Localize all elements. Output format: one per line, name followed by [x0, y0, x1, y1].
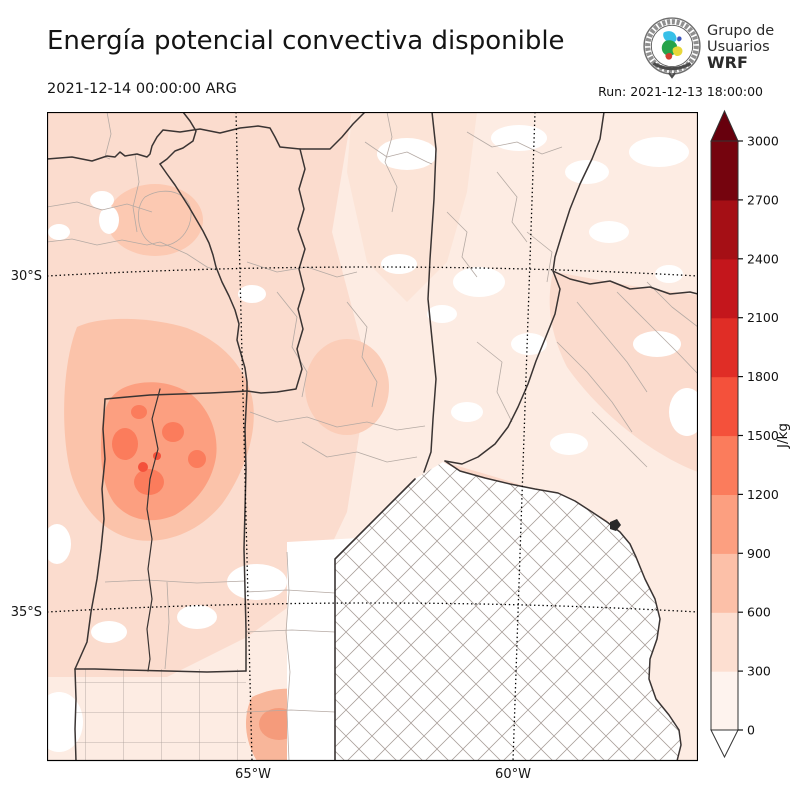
cape-map-svg — [46, 111, 699, 762]
graticule-gridlines — [47, 112, 698, 761]
buenos-aires-region — [335, 462, 681, 761]
province-borders — [47, 112, 698, 761]
map-panel — [46, 111, 699, 762]
colorbar-tick-label: 900 — [747, 546, 771, 561]
colorbar-over-arrow — [710, 109, 739, 142]
y-axis-tick-30s: 30°S — [10, 269, 42, 284]
logo-emblem-icon — [643, 17, 701, 79]
colorbar-bin — [711, 671, 738, 731]
colorbar-bin — [711, 612, 738, 672]
colorbar-tick-label: 2700 — [747, 192, 779, 207]
x-axis-tick-65w: 65°W — [235, 767, 271, 782]
logo: Grupo de Usuarios WRF — [641, 12, 800, 82]
colorbar-tick-label: 2400 — [747, 251, 779, 266]
x-axis-tick-60w: 60°W — [495, 767, 531, 782]
colorbar-bin — [711, 141, 738, 201]
colorbar-bin — [711, 494, 738, 554]
logo-line-2: Usuarios — [707, 39, 770, 55]
valid-time-label: 2021-12-14 00:00:00 ARG — [47, 81, 237, 97]
colorbar-bin — [711, 317, 738, 378]
page-title: Energía potencial convectiva disponible — [47, 26, 565, 56]
colorbar-svg: 0 300 600 900 1200 1500 1800 2100 2400 2700 3000 J/… — [710, 109, 791, 759]
department-borders — [47, 112, 698, 761]
colorbar-bin — [711, 553, 738, 613]
colorbar-tick-label: 300 — [747, 664, 771, 679]
y-axis-tick-35s: 35°S — [10, 605, 42, 620]
colorbar-bin — [711, 376, 738, 437]
colorbar-tick-label: 600 — [747, 605, 771, 620]
colorbar-under-arrow — [710, 729, 739, 759]
logo-text: Grupo de Usuarios WRF — [707, 23, 774, 71]
colorbar-tick-label: 1500 — [747, 428, 779, 443]
department-grid-lapampa — [75, 669, 246, 761]
colorbar-tick-label: 3000 — [747, 134, 779, 149]
city-marker — [610, 519, 621, 531]
colorbar-tick-label: 1800 — [747, 369, 779, 384]
colorbar-units-label: J/kg — [775, 423, 791, 449]
colorbar-tick-label: 0 — [747, 723, 755, 738]
logo-line-3: WRF — [707, 53, 748, 72]
colorbar-tick-label: 2100 — [747, 310, 779, 325]
colorbar-bin — [711, 258, 738, 319]
colorbar: 0 300 600 900 1200 1500 1800 2100 2400 2700 3000 J/… — [705, 105, 800, 765]
colorbar-bin — [711, 199, 738, 260]
logo-line-1: Grupo de — [707, 23, 775, 39]
department-mesh-ba — [335, 462, 681, 761]
model-run-label: Run: 2021-12-13 18:00:00 — [598, 84, 763, 99]
colorbar-bin — [711, 435, 738, 495]
colorbar-tick-label: 1200 — [747, 487, 779, 502]
map-frame — [46, 111, 699, 762]
